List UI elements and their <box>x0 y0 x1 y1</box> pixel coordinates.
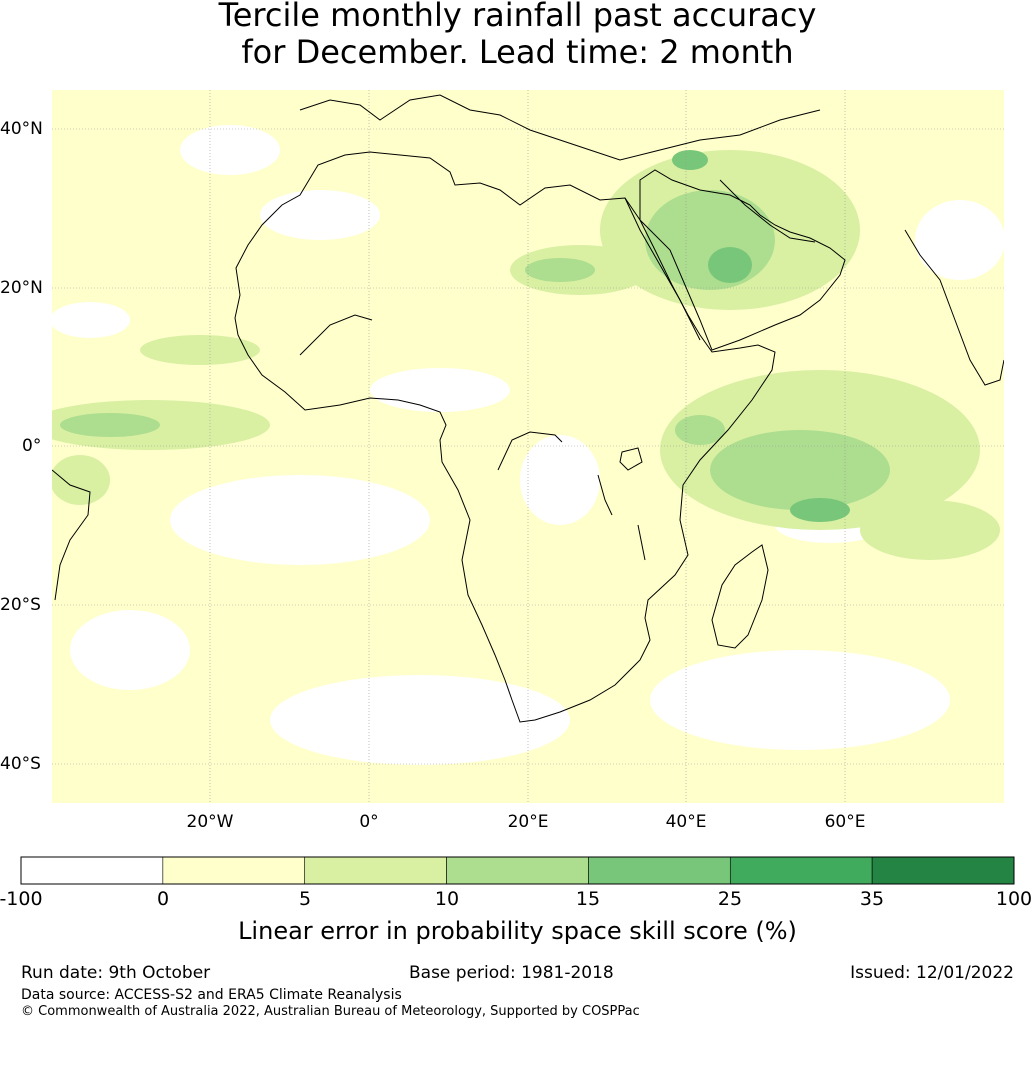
skill-10-15-area <box>710 430 890 510</box>
lat-label-40n: 40°N <box>0 119 43 139</box>
lon-label-40e: 40°E <box>665 812 707 832</box>
negative-skill-area <box>52 302 130 338</box>
lat-label-20n: 20°N <box>0 278 43 298</box>
skill-5-10-area <box>52 400 270 450</box>
copyright: © Commonwealth of Australia 2022, Austra… <box>21 1004 640 1019</box>
negative-skill-area <box>270 675 570 765</box>
colorbar-tick-label: 0 <box>156 888 170 910</box>
negative-skill-area <box>520 435 600 525</box>
chart-title-line-1: Tercile monthly rainfall past accuracy <box>218 0 817 34</box>
lon-label-60e: 60°E <box>824 812 866 832</box>
skill-10-15-area <box>60 413 160 437</box>
lat-label-20s: 20°S <box>0 595 41 615</box>
negative-skill-area <box>650 650 950 750</box>
lake-tanganyika-coastline <box>597 474 613 516</box>
lat-label-equator: 0° <box>22 436 42 456</box>
skill-score-shading <box>52 125 1004 765</box>
colorbar-tick-label: 35 <box>859 888 885 910</box>
lake-malawi-coastline <box>637 524 646 561</box>
skill-5-10-area <box>140 335 260 365</box>
india-coastline <box>904 229 1004 386</box>
lon-label-20e: 20°E <box>507 812 549 832</box>
colorbar-title: Linear error in probability space skill … <box>238 917 797 945</box>
colorbar-tick-label: 100 <box>995 888 1033 910</box>
colorbar-tick-label: 25 <box>717 888 743 910</box>
colorbar-segment <box>729 856 873 885</box>
colorbar <box>20 856 1015 885</box>
lat-label-40s: 40°S <box>0 754 41 774</box>
negative-skill-area <box>180 125 280 175</box>
graticule <box>52 90 1004 803</box>
negative-skill-area <box>260 190 380 240</box>
data-source: Data source: ACCESS-S2 and ERA5 Climate … <box>21 987 402 1003</box>
red-sea-inner-coastline <box>624 197 701 341</box>
chart-title-line-2: for December. Lead time: 2 month <box>241 33 794 71</box>
africa-coastline <box>234 151 776 723</box>
colorbar-tick-label: 15 <box>575 888 601 910</box>
skill-10-15-area <box>675 415 725 445</box>
skill-10-15-area <box>645 190 775 290</box>
base-period: Base period: 1981-2018 <box>409 963 614 983</box>
lon-label-20w: 20°W <box>186 812 234 832</box>
negative-skill-area <box>370 368 510 412</box>
persian-gulf-coastline <box>719 179 816 243</box>
colorbar-tick-label: 5 <box>298 888 312 910</box>
south-america-coastline <box>52 469 91 601</box>
congo-river <box>497 431 563 471</box>
skill-5-10-area <box>52 455 110 505</box>
run-date: Run date: 9th October <box>21 963 211 983</box>
colorbar-tick-label: 10 <box>434 888 460 910</box>
colorbar-segment <box>20 856 164 885</box>
skill-15-25-area <box>708 247 752 283</box>
europe-coastline <box>299 94 821 161</box>
negative-skill-area <box>915 200 1004 280</box>
colorbar-segment <box>871 856 1015 885</box>
colorbar-segment <box>162 856 306 885</box>
madagascar-coastline <box>711 544 769 649</box>
colorbar-segment <box>588 856 731 885</box>
skill-15-25-area <box>790 498 850 522</box>
negative-skill-area <box>70 610 190 690</box>
coastlines <box>52 94 1004 723</box>
issued-date: Issued: 12/01/2022 <box>850 963 1014 983</box>
colorbar-outline <box>20 856 1015 885</box>
skill-5-10-area <box>860 500 1000 560</box>
skill-10-15-area <box>525 258 595 282</box>
skill-15-25-area <box>672 150 708 170</box>
colorbar-segment <box>304 856 447 885</box>
colorbar-segment <box>446 856 589 885</box>
arabian-peninsula-coastline <box>639 169 846 351</box>
lon-label-0: 0° <box>359 812 379 832</box>
colorbar-tick-label: -100 <box>0 888 43 910</box>
negative-skill-area <box>170 475 430 565</box>
niger-river <box>299 314 373 356</box>
map-panel <box>52 90 1004 803</box>
lake-victoria-coastline <box>619 447 643 471</box>
